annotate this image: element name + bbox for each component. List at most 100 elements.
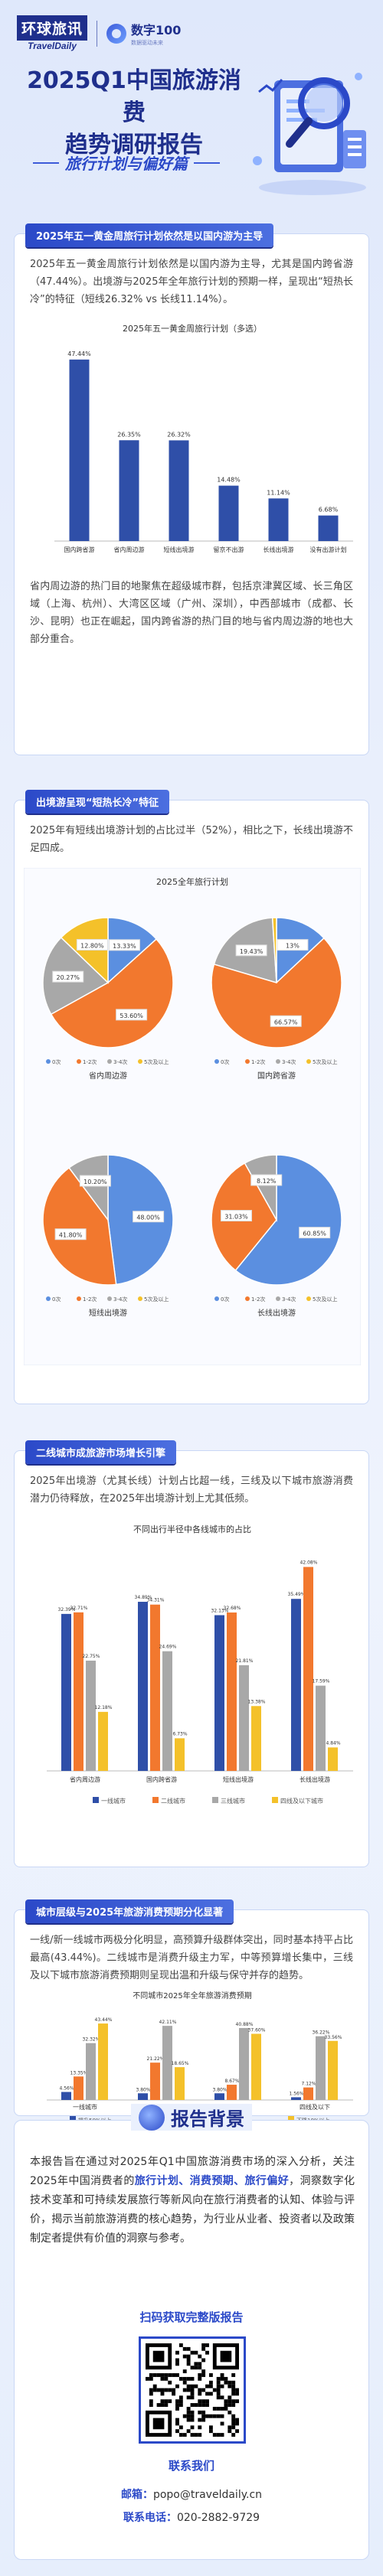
legend-swatch bbox=[138, 1296, 142, 1301]
qr-module bbox=[168, 2380, 172, 2385]
qr-module bbox=[186, 2410, 191, 2415]
pie-name: 长线出境游 bbox=[257, 1308, 296, 1318]
qr-module bbox=[205, 2392, 209, 2396]
tick-label: 长线出境游 bbox=[300, 1775, 330, 1783]
qr-module bbox=[208, 2384, 213, 2389]
qr-module bbox=[160, 2403, 165, 2407]
qr-module bbox=[216, 2392, 221, 2396]
data-label-box bbox=[108, 939, 140, 951]
report-background-card: 报告背景 本报告旨在通过对2025年Q1中国旅游消费市场的深入分析，关注2025… bbox=[14, 2104, 369, 2560]
qr-module bbox=[201, 2388, 206, 2392]
legend-label: 1-2次 bbox=[251, 1296, 265, 1303]
legend-swatch bbox=[214, 1059, 219, 1064]
qr-module bbox=[216, 2395, 221, 2400]
data-label: 12.80% bbox=[80, 943, 104, 950]
bar bbox=[328, 1747, 338, 1771]
qr-module bbox=[194, 2366, 198, 2370]
legend-swatch bbox=[152, 1797, 159, 1803]
qr-module bbox=[201, 2399, 206, 2404]
pie-slice bbox=[50, 938, 174, 1048]
data-label-box bbox=[270, 1015, 302, 1027]
legend-swatch bbox=[93, 1797, 99, 1803]
bar bbox=[69, 359, 90, 541]
qr-module bbox=[235, 2429, 239, 2434]
legend-label: 0次 bbox=[52, 1058, 61, 1065]
traveldaily-logo[interactable]: 环球旅讯 TravelDaily bbox=[17, 15, 88, 51]
qr-module bbox=[216, 2388, 221, 2392]
qr-module bbox=[205, 2403, 209, 2407]
data-label: 24.69% bbox=[159, 1645, 177, 1650]
legend-label: 5次及以上 bbox=[144, 1296, 169, 1303]
data-label: 1.56% bbox=[289, 2091, 303, 2096]
qr-module bbox=[231, 2421, 236, 2426]
data-label: 43.44% bbox=[95, 2017, 113, 2023]
qr-module bbox=[208, 2392, 213, 2396]
bar bbox=[162, 2026, 172, 2100]
qr-module bbox=[208, 2425, 213, 2430]
bar bbox=[268, 498, 289, 541]
data-label: 13.33% bbox=[113, 943, 136, 950]
qr-module bbox=[220, 2414, 224, 2418]
bg-text-a: 本报告旨在通过对2025年Q1中国旅游消费市场的深入分析，关注2025年中国消费… bbox=[30, 2156, 355, 2187]
qr-module bbox=[160, 2373, 165, 2377]
data-label: 32.68% bbox=[224, 1606, 241, 1611]
qr-module bbox=[186, 2429, 191, 2434]
qr-module bbox=[220, 2433, 224, 2437]
chart-annual-plan: 2025全年旅行计划 13.33% 53.60% 20.27% 12.80% 0次 1-2… bbox=[24, 868, 361, 1365]
bar bbox=[98, 1711, 108, 1771]
qr-module bbox=[190, 2366, 195, 2370]
qr-module bbox=[198, 2399, 202, 2404]
bar bbox=[150, 1604, 160, 1771]
qr-module bbox=[198, 2392, 202, 2396]
legend-swatch bbox=[77, 1059, 81, 1064]
qr-module bbox=[198, 2376, 202, 2381]
qr-module bbox=[235, 2392, 239, 2396]
qr-module bbox=[160, 2392, 165, 2396]
data-label: 22.75% bbox=[83, 1654, 100, 1659]
legend-label: 5次及以上 bbox=[313, 1296, 337, 1303]
bar bbox=[61, 1613, 71, 1771]
data-label: 13% bbox=[286, 943, 300, 950]
bar bbox=[316, 1685, 326, 1771]
report-background-heading: 报告背景 bbox=[171, 2108, 244, 2130]
qr-module bbox=[194, 2362, 198, 2366]
report-bubble-icon bbox=[139, 2104, 165, 2131]
qr-module bbox=[182, 2354, 187, 2359]
qr-module bbox=[198, 2366, 202, 2370]
legend-swatch bbox=[306, 1296, 311, 1301]
qr-module bbox=[220, 2421, 224, 2426]
qr-module bbox=[186, 2384, 191, 2389]
bar bbox=[86, 2043, 96, 2100]
chart-city-tier-share: 不同出行半径中各线城市的占比 32.39%32.71% 22.75% 12.18% 省… bbox=[47, 1524, 353, 1805]
data-label: 8.67% bbox=[224, 2079, 239, 2084]
qr-module bbox=[198, 2410, 202, 2415]
bar bbox=[119, 440, 139, 541]
email-link[interactable]: popo@traveldaily.cn bbox=[152, 2489, 263, 2501]
qr-module bbox=[164, 2399, 169, 2404]
legend-swatch bbox=[46, 1059, 51, 1064]
qr-module bbox=[205, 2414, 209, 2418]
qr-module bbox=[235, 2418, 239, 2422]
qr-code[interactable] bbox=[139, 2336, 246, 2444]
pie-slice bbox=[42, 1166, 117, 1286]
qr-module bbox=[186, 2414, 191, 2418]
section-outbound-card: 出境游呈现“短热长冷”特征 2025年有短线出境游计划的占比过半（52%），相比… bbox=[14, 790, 369, 1404]
qr-module bbox=[156, 2388, 161, 2392]
shuzi100-logo[interactable]: 数字100 数据驱动未来 bbox=[106, 20, 181, 47]
qr-module bbox=[231, 2399, 236, 2404]
bar bbox=[316, 2036, 326, 2100]
bar bbox=[138, 1602, 148, 1771]
shuzi100-mark-icon bbox=[106, 23, 127, 44]
qr-module bbox=[231, 2433, 236, 2437]
legend-label: 3-4次 bbox=[113, 1296, 127, 1303]
legend-swatch bbox=[245, 1059, 250, 1064]
data-label-box bbox=[299, 1227, 331, 1239]
qr-module bbox=[216, 2384, 221, 2389]
scan-label: 扫码获取完整版报告 bbox=[139, 2310, 244, 2324]
legend-swatch bbox=[214, 1296, 219, 1301]
section-label: 城市层级与2025年旅游消费预期分化显著 bbox=[25, 1899, 234, 1923]
bar bbox=[218, 485, 239, 541]
subtitle-dash-left bbox=[33, 161, 59, 164]
qr-module bbox=[235, 2388, 239, 2392]
data-label: 7.12% bbox=[301, 2082, 316, 2087]
